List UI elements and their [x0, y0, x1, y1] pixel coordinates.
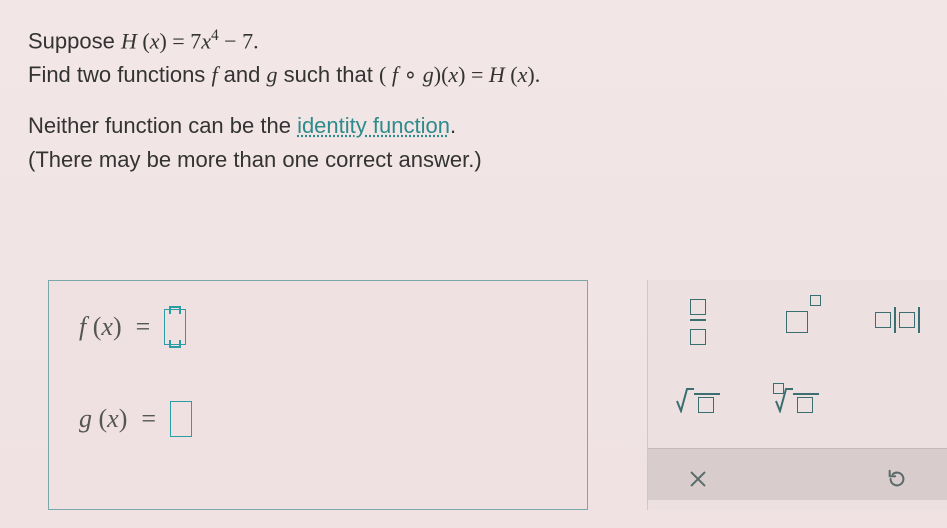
- fog-expr: ( f ∘ g)(x) = H (x).: [379, 62, 540, 87]
- close-button[interactable]: [648, 449, 748, 509]
- eq7: = 7: [167, 28, 201, 53]
- reset-button[interactable]: [847, 449, 947, 509]
- eq-sign-2: =: [141, 404, 156, 434]
- reset-icon: [886, 468, 908, 490]
- line-1: Suppose H (x) = 7x4 − 7.: [28, 24, 919, 58]
- line-4: (There may be more than one correct answ…: [28, 143, 919, 177]
- absolute-value-button[interactable]: [847, 280, 947, 360]
- problem-statement: Suppose H (x) = 7x4 − 7. Find two functi…: [28, 24, 919, 177]
- question-panel: Suppose H (x) = 7x4 − 7. Find two functi…: [0, 0, 947, 528]
- H-sym: H: [121, 28, 142, 53]
- g-label: g (x): [79, 404, 127, 434]
- neither-text: Neither function can be the: [28, 113, 297, 138]
- such-that-text: such that: [278, 62, 380, 87]
- paren-x-1: (x): [142, 28, 166, 53]
- identity-function-link[interactable]: identity function: [297, 113, 450, 138]
- math-palette: [647, 280, 947, 510]
- answer-box: f (x) = g (x) =: [48, 280, 588, 510]
- g-sym: g: [267, 62, 278, 87]
- palette-empty: [847, 360, 947, 440]
- f-input[interactable]: [164, 309, 186, 345]
- eq-sign-1: =: [136, 312, 151, 342]
- square-root-button[interactable]: [648, 360, 748, 440]
- and-text: and: [218, 62, 267, 87]
- g-input[interactable]: [170, 401, 192, 437]
- line-3: Neither function can be the identity fun…: [28, 109, 919, 143]
- fraction-button[interactable]: [648, 280, 748, 360]
- suppose-text: Suppose: [28, 28, 121, 53]
- f-answer-row: f (x) =: [79, 309, 557, 345]
- spacer: [28, 93, 919, 109]
- tail: − 7.: [219, 28, 259, 53]
- line-2: Find two functions f and g such that ( f…: [28, 58, 919, 92]
- period: .: [450, 113, 456, 138]
- close-icon: [687, 468, 709, 490]
- exp-4: 4: [211, 27, 219, 44]
- g-answer-row: g (x) =: [79, 401, 557, 437]
- nth-root-button[interactable]: [748, 360, 848, 440]
- exponent-button[interactable]: [748, 280, 848, 360]
- action-spacer: [748, 449, 848, 509]
- x-sym: x: [201, 28, 211, 53]
- f-label: f (x): [79, 312, 122, 342]
- find-text: Find two functions: [28, 62, 211, 87]
